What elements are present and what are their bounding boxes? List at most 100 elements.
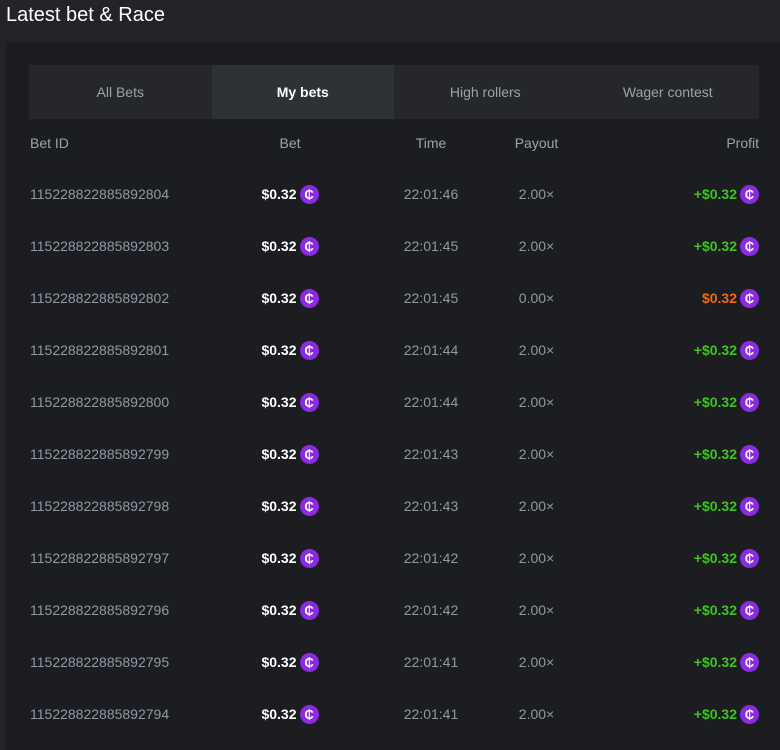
bet-time: 22:01:43 bbox=[403, 446, 459, 462]
bet-id[interactable]: 115228822885892803 bbox=[30, 238, 170, 254]
bet-payout: 0.00× bbox=[518, 290, 555, 306]
coin-icon: ₵ bbox=[740, 496, 759, 516]
bet-payout: 2.00× bbox=[518, 550, 555, 566]
coin-icon: ₵ bbox=[740, 548, 759, 568]
bet-profit: +$0.32 ₵ bbox=[694, 168, 759, 220]
bet-amount: $0.32 ₵ bbox=[239, 220, 341, 272]
bet-value: $0.32 bbox=[261, 342, 297, 358]
col-bet: Bet bbox=[279, 135, 301, 151]
bet-profit: +$0.32 ₵ bbox=[694, 688, 759, 740]
bet-payout: 2.00× bbox=[518, 342, 555, 358]
profit-value: +$0.32 bbox=[693, 654, 737, 670]
bet-time: 22:01:45 bbox=[403, 290, 459, 306]
bet-time: 22:01:44 bbox=[403, 394, 459, 410]
table-row[interactable]: 115228822885892799 $0.32 ₵ 22:01:43 2.00×… bbox=[29, 428, 759, 480]
bet-value: $0.32 bbox=[261, 394, 297, 410]
bet-value: $0.32 bbox=[261, 238, 297, 254]
table-row[interactable]: 115228822885892801 $0.32 ₵ 22:01:44 2.00×… bbox=[29, 324, 759, 376]
profit-value: +$0.32 bbox=[693, 550, 737, 566]
bet-profit: +$0.32 ₵ bbox=[694, 324, 759, 376]
bet-amount: $0.32 ₵ bbox=[239, 532, 341, 584]
bet-id[interactable]: 115228822885892798 bbox=[30, 498, 170, 514]
coin-icon: ₵ bbox=[299, 392, 319, 412]
bet-time: 22:01:42 bbox=[403, 602, 459, 618]
bet-payout: 2.00× bbox=[518, 446, 555, 462]
profit-value: $0.32 bbox=[701, 290, 737, 306]
bet-value: $0.32 bbox=[261, 550, 297, 566]
tab-wager-contest[interactable]: Wager contest bbox=[622, 84, 713, 100]
bet-time: 22:01:43 bbox=[403, 498, 459, 514]
bet-value: $0.32 bbox=[261, 706, 297, 722]
bet-value: $0.32 bbox=[261, 186, 297, 202]
table-row[interactable]: 115228822885892802 $0.32 ₵ 22:01:45 0.00×… bbox=[29, 272, 759, 324]
table-row[interactable]: 115228822885892795 $0.32 ₵ 22:01:41 2.00×… bbox=[29, 636, 759, 688]
col-payout: Payout bbox=[514, 135, 559, 151]
bet-profit: +$0.32 ₵ bbox=[694, 480, 759, 532]
tab-my-bets[interactable]: My bets bbox=[211, 65, 394, 119]
coin-icon: ₵ bbox=[299, 444, 319, 464]
table-row[interactable]: 115228822885892804 $0.32 ₵ 22:01:46 2.00×… bbox=[29, 168, 759, 220]
profit-value: +$0.32 bbox=[693, 498, 737, 514]
table-header: Bet ID Bet Time Payout Profit bbox=[29, 117, 759, 169]
bet-payout: 2.00× bbox=[518, 238, 555, 254]
profit-value: +$0.32 bbox=[693, 342, 737, 358]
coin-icon: ₵ bbox=[299, 288, 319, 308]
bet-time: 22:01:41 bbox=[403, 654, 459, 670]
coin-icon: ₵ bbox=[740, 392, 759, 412]
table-row[interactable]: 115228822885892803 $0.32 ₵ 22:01:45 2.00×… bbox=[29, 220, 759, 272]
table-row[interactable]: 115228822885892797 $0.32 ₵ 22:01:42 2.00×… bbox=[29, 532, 759, 584]
bet-profit: +$0.32 ₵ bbox=[694, 220, 759, 272]
profit-value: +$0.32 bbox=[693, 602, 737, 618]
table-row[interactable]: 115228822885892800 $0.32 ₵ 22:01:44 2.00×… bbox=[29, 376, 759, 428]
bet-time: 22:01:42 bbox=[403, 550, 459, 566]
coin-icon: ₵ bbox=[299, 652, 319, 672]
bet-amount: $0.32 ₵ bbox=[239, 428, 341, 480]
tab-bar: All Bets My bets High rollers Wager cont… bbox=[29, 65, 759, 119]
coin-icon: ₵ bbox=[740, 184, 759, 204]
bet-profit: +$0.32 ₵ bbox=[694, 584, 759, 636]
bet-amount: $0.32 ₵ bbox=[239, 168, 341, 220]
bet-profit: +$0.32 ₵ bbox=[694, 532, 759, 584]
bet-id[interactable]: 115228822885892795 bbox=[30, 654, 170, 670]
bet-id[interactable]: 115228822885892797 bbox=[30, 550, 170, 566]
coin-icon: ₵ bbox=[299, 184, 319, 204]
bet-amount: $0.32 ₵ bbox=[239, 636, 341, 688]
coin-icon: ₵ bbox=[740, 704, 759, 724]
coin-icon: ₵ bbox=[740, 600, 759, 620]
bet-value: $0.32 bbox=[261, 654, 297, 670]
tab-all-bets[interactable]: All Bets bbox=[96, 84, 144, 100]
bet-payout: 2.00× bbox=[518, 186, 555, 202]
bet-payout: 2.00× bbox=[518, 706, 555, 722]
coin-icon: ₵ bbox=[299, 496, 319, 516]
bet-id[interactable]: 115228822885892801 bbox=[30, 342, 170, 358]
bet-profit: +$0.32 ₵ bbox=[694, 428, 759, 480]
coin-icon: ₵ bbox=[299, 704, 319, 724]
coin-icon: ₵ bbox=[299, 340, 319, 360]
coin-icon: ₵ bbox=[740, 288, 759, 308]
table-row[interactable]: 115228822885892798 $0.32 ₵ 22:01:43 2.00×… bbox=[29, 480, 759, 532]
bet-amount: $0.32 ₵ bbox=[239, 272, 341, 324]
bet-value: $0.32 bbox=[261, 602, 297, 618]
col-profit: Profit bbox=[726, 135, 759, 151]
bet-id[interactable]: 115228822885892804 bbox=[30, 186, 170, 202]
bet-value: $0.32 bbox=[261, 446, 297, 462]
bet-payout: 2.00× bbox=[518, 602, 555, 618]
bet-id[interactable]: 115228822885892800 bbox=[30, 394, 170, 410]
table-row[interactable]: 115228822885892794 $0.32 ₵ 22:01:41 2.00×… bbox=[29, 688, 759, 740]
bet-id[interactable]: 115228822885892796 bbox=[30, 602, 170, 618]
bet-payout: 2.00× bbox=[518, 498, 555, 514]
bet-amount: $0.32 ₵ bbox=[239, 376, 341, 428]
section-title: Latest bet & Race bbox=[6, 4, 165, 26]
bet-id[interactable]: 115228822885892794 bbox=[30, 706, 170, 722]
bet-profit: +$0.32 ₵ bbox=[694, 636, 759, 688]
bet-amount: $0.32 ₵ bbox=[239, 584, 341, 636]
table-row[interactable]: 115228822885892796 $0.32 ₵ 22:01:42 2.00×… bbox=[29, 584, 759, 636]
coin-icon: ₵ bbox=[299, 236, 319, 256]
bet-amount: $0.32 ₵ bbox=[239, 324, 341, 376]
bet-id[interactable]: 115228822885892802 bbox=[30, 290, 170, 306]
bet-time: 22:01:45 bbox=[403, 238, 459, 254]
bet-value: $0.32 bbox=[261, 290, 297, 306]
profit-value: +$0.32 bbox=[693, 706, 737, 722]
bet-id[interactable]: 115228822885892799 bbox=[30, 446, 170, 462]
tab-high-rollers[interactable]: High rollers bbox=[449, 84, 521, 100]
